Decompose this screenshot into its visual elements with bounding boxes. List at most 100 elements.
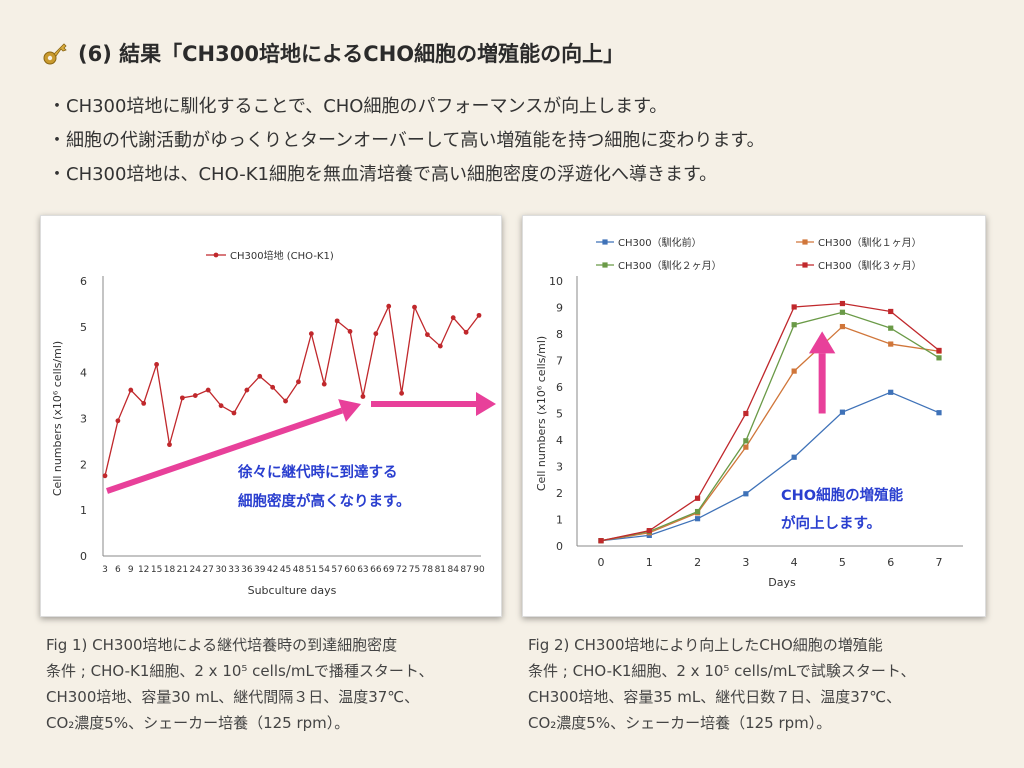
series-line-3 <box>600 302 940 542</box>
y-axis-title: Cell numbers (x10⁶ cells/ml) <box>51 341 64 496</box>
data-point <box>694 495 701 501</box>
data-point <box>743 444 749 450</box>
legend-label: CH300培地 (CHO-K1) <box>230 249 334 262</box>
caption-line: Fig 1) CH300培地による継代培養時の到達細胞密度 <box>46 636 398 654</box>
data-point <box>791 368 797 374</box>
caption-line: CO₂濃度5%、シェーカー培養（125 rpm）。 <box>528 714 832 732</box>
data-point <box>888 308 894 315</box>
legend-marker <box>213 252 219 258</box>
chart-panel-fig2: CH300（馴化前） CH300（馴化１ヶ月） CH300（馴化２ヶ月） CH300（… <box>522 215 986 617</box>
annotation-line-1: CHO細胞の増殖能 <box>781 486 904 504</box>
data-point <box>334 318 340 324</box>
x-tick-label: 81 <box>435 565 446 575</box>
data-point <box>425 332 430 338</box>
data-point <box>205 387 211 393</box>
y-tick-label: 7 <box>556 355 563 368</box>
bullet-item: ・細胞の代謝活動がゆっくりとターンオーバーして高い増殖能を持つ細胞に変わります。 <box>48 130 765 151</box>
x-tick-label: 72 <box>396 565 407 575</box>
key-icon <box>43 43 67 65</box>
data-point <box>296 379 301 385</box>
y-tick-label: 6 <box>556 381 563 394</box>
annotation-line-2: が向上します。 <box>781 514 881 532</box>
y-tick-label: 10 <box>549 275 563 288</box>
data-point <box>386 303 392 309</box>
data-point <box>888 325 894 331</box>
data-point <box>743 410 749 417</box>
chart-panel-fig1: CH300培地 (CHO-K1) 0 1 2 3 4 5 6 3 6 9 12 15 18 21 24 27 30… <box>40 215 502 617</box>
data-point <box>218 403 224 409</box>
slide-title: (6) 結果「CH300培地によるCHO細胞の増殖能の向上」 <box>78 42 625 66</box>
data-point <box>399 390 405 396</box>
legend-label: CH300（馴化１ヶ月） <box>818 236 922 249</box>
x-tick-label: 6 <box>115 565 121 575</box>
x-tick-label: 27 <box>202 565 213 575</box>
series-line-ch300 <box>104 303 480 476</box>
x-tick-label: 48 <box>293 565 305 575</box>
data-point <box>347 329 353 334</box>
x-tick-label: 66 <box>370 565 382 575</box>
x-tick-label: 63 <box>357 565 368 575</box>
x-axis-title: Days <box>768 576 796 589</box>
caption-fig1: Fig 1) CH300培地による継代培養時の到達細胞密度 条件 ; CHO-K… <box>46 632 434 736</box>
trend-arrow-shaft <box>106 407 344 494</box>
bullet-item: ・CH300培地に馴化することで、CHO細胞のパフォーマンスが向上します。 <box>48 96 668 117</box>
y-tick-label: 9 <box>556 302 563 315</box>
x-tick-label: 21 <box>177 565 188 575</box>
data-point <box>321 381 327 387</box>
x-tick-label: 78 <box>422 565 434 575</box>
data-point <box>839 323 846 330</box>
x-tick-label: 87 <box>460 565 471 575</box>
x-tick-label: 12 <box>138 565 149 575</box>
y-tick-label: 3 <box>556 461 563 474</box>
x-tick-label: 9 <box>128 565 134 575</box>
data-point <box>154 362 159 367</box>
caption-line: CO₂濃度5%、シェーカー培養（125 rpm）。 <box>46 714 350 732</box>
caption-line: CH300培地、容量30 mL、継代間隔３日、温度37℃、 <box>46 688 420 706</box>
y-tick-label: 8 <box>556 328 563 341</box>
x-tick-label: 69 <box>383 565 395 575</box>
y-axis-title: Cell numbers (x10⁶ cells/ml) <box>535 336 548 491</box>
legend-label: CH300（馴化２ヶ月） <box>618 259 722 272</box>
legend-marker <box>802 239 808 245</box>
data-point <box>694 508 701 515</box>
x-tick-label: 24 <box>190 565 202 575</box>
y-tick-label: 1 <box>80 504 87 517</box>
data-point <box>128 387 134 393</box>
x-tick-label: 15 <box>151 565 162 575</box>
data-point <box>888 341 894 347</box>
x-tick-label: 57 <box>331 565 342 575</box>
data-point <box>791 454 797 460</box>
x-tick-label: 6 <box>887 556 894 569</box>
data-point <box>102 473 108 479</box>
x-tick-label: 30 <box>215 565 227 575</box>
bullet-item: ・CH300培地は、CHO-K1細胞を無血清培養で高い細胞密度の浮遊化へ導きます… <box>48 164 718 185</box>
plateau-arrow-head <box>476 392 496 416</box>
x-tick-label: 0 <box>598 556 605 569</box>
data-point <box>360 394 366 399</box>
improvement-arrow-head <box>808 331 836 354</box>
x-tick-label: 36 <box>241 565 253 575</box>
data-point <box>791 304 797 310</box>
series-line-2 <box>600 311 940 542</box>
y-tick-label: 0 <box>556 540 563 553</box>
y-tick-label: 2 <box>80 458 87 471</box>
caption-line: Fig 2) CH300培地により向上したCHO細胞の増殖能 <box>528 636 883 654</box>
legend-label: CH300（馴化３ヶ月） <box>818 259 922 272</box>
data-point <box>283 398 288 404</box>
data-point <box>141 400 147 406</box>
x-tick-label: 54 <box>319 565 331 575</box>
data-point <box>308 331 314 337</box>
data-point <box>936 410 942 416</box>
data-point <box>646 528 652 534</box>
data-point <box>450 315 456 321</box>
x-tick-label: 7 <box>936 556 943 569</box>
x-tick-label: 75 <box>409 565 420 575</box>
data-point <box>231 410 237 416</box>
y-tick-label: 5 <box>556 408 563 421</box>
y-tick-label: 0 <box>80 550 87 563</box>
legend-label: CH300（馴化前） <box>618 236 702 249</box>
y-tick-label: 6 <box>80 275 87 288</box>
data-point <box>646 532 652 538</box>
data-point <box>839 300 846 307</box>
